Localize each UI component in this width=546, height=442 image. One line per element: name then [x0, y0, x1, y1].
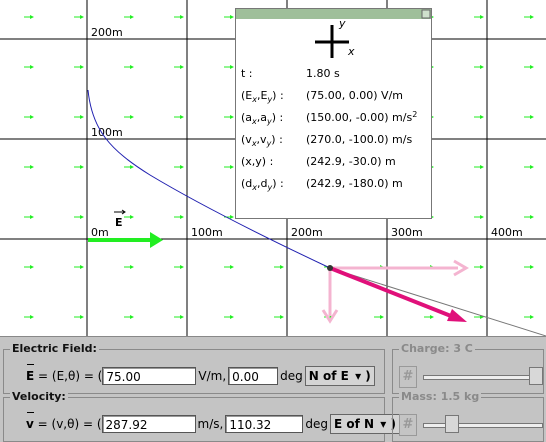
label-part: x — [251, 95, 257, 104]
info-value: 1.80 s — [306, 67, 340, 80]
label-part: y — [266, 117, 272, 126]
grid-label: 300m — [391, 226, 423, 239]
info-value: (242.9, -180.0) m — [306, 177, 403, 190]
close-button[interactable] — [421, 9, 431, 19]
label-part: (E — [241, 89, 252, 102]
unit: m/s, — [197, 417, 224, 431]
label-part: (a — [241, 111, 252, 124]
edit-button[interactable]: # — [399, 414, 417, 436]
symbol: v — [26, 412, 34, 431]
group-title: Charge: 3 C — [399, 342, 475, 355]
symbol: E — [26, 364, 35, 383]
slider-thumb[interactable] — [529, 367, 543, 385]
info-label: (x,y) : — [241, 155, 273, 168]
angle-input[interactable]: 110.32 — [225, 415, 304, 433]
reference-dropdown[interactable]: E of N ▾ ) — [329, 414, 400, 434]
label-part: ,v — [257, 133, 267, 146]
slider-track — [423, 423, 543, 428]
label-part: ) : — [271, 133, 283, 146]
dropdown-value: N of E — [308, 369, 349, 383]
slider-thumb[interactable] — [445, 415, 459, 433]
vector-bar-head — [121, 209, 126, 215]
velocity-y-head — [321, 309, 339, 324]
grid-label: 0m — [91, 226, 109, 239]
label-part: (x,y) : — [241, 155, 273, 168]
axis-label: x — [347, 45, 355, 58]
field-vector-head — [150, 232, 163, 248]
grid-label: 400m — [491, 226, 523, 239]
unit: V/m, — [198, 369, 227, 383]
unit: deg — [280, 369, 303, 383]
group-title: Velocity: — [10, 390, 68, 403]
plot-area: 200m 100m 0m 100m 200m 300m 400m E y x t… — [0, 0, 546, 336]
label-part: ,d — [257, 177, 267, 190]
angle-input[interactable]: 0.00 — [228, 367, 279, 385]
slider-track — [423, 375, 543, 380]
info-value: (270.0, -100.0) m/s — [306, 133, 412, 146]
info-value: (242.9, -30.0) m — [306, 155, 396, 168]
label-part: ) : — [272, 89, 284, 102]
label-part: ,a — [257, 111, 267, 124]
charge-group: Charge: 3 C # — [392, 342, 544, 394]
unit: deg — [305, 417, 328, 431]
group-title: Mass: 1.5 kg — [399, 390, 482, 403]
grid-label: 200m — [291, 226, 323, 239]
grid-label: 100m — [91, 126, 123, 139]
info-value: (150.00, -0.00) m/s2 — [306, 110, 417, 124]
magnitude-input[interactable]: 75.00 — [102, 367, 197, 385]
reference-dropdown[interactable]: N of E ▾ ) — [304, 366, 375, 386]
info-label: (ax,ay) : — [241, 111, 283, 126]
info-label: (Ex,Ey) : — [241, 89, 284, 104]
velocity-head — [447, 309, 467, 322]
grid-label: 200m — [91, 26, 123, 39]
field-label: E — [115, 216, 123, 229]
info-window: y x t :1.80 s(Ex,Ey) : (75.00, 0.00) V/m(… — [235, 8, 432, 219]
info-value: (75.00, 0.00) V/m — [306, 89, 403, 102]
label-part: ) : — [272, 177, 284, 190]
trajectory — [87, 89, 331, 269]
velocity-x-head — [453, 259, 469, 277]
group-title: Electric Field: — [10, 342, 99, 355]
label-part: x — [251, 139, 257, 148]
label-part: x — [251, 117, 257, 126]
info-label: (vx,vy) : — [241, 133, 283, 148]
field-group: Electric Field: E = (E,θ) = ( 75.00 V/m,… — [3, 342, 385, 394]
edit-button[interactable]: # — [399, 366, 417, 388]
info-label: (dx,dy) : — [241, 177, 284, 192]
control-panel: Electric Field: E = (E,θ) = ( 75.00 V/m,… — [0, 336, 546, 442]
label-part: ,E — [257, 89, 267, 102]
velocity-group: Velocity: v = (v,θ) = ( 287.92 m/s, 110.… — [3, 390, 400, 442]
info-label: t : — [241, 67, 253, 80]
equation: = (E,θ) = ( — [38, 369, 103, 383]
label-part: ) : — [272, 111, 284, 124]
particle[interactable] — [327, 265, 333, 271]
velocity — [329, 266, 457, 320]
mass-group: Mass: 1.5 kg # — [392, 390, 544, 442]
projected-path — [329, 267, 546, 336]
label-part: (d — [241, 177, 252, 190]
label-part: y — [266, 95, 272, 104]
dropdown-value: E of N — [333, 417, 375, 431]
magnitude-input[interactable]: 287.92 — [101, 415, 196, 433]
axis-label: y — [338, 17, 346, 30]
superscript: 2 — [412, 110, 417, 119]
equation: = (v,θ) = ( — [37, 417, 102, 431]
label-part: y — [267, 183, 273, 192]
grid-label: 100m — [191, 226, 223, 239]
label-part: y — [266, 139, 272, 148]
label-part: (v — [241, 133, 252, 146]
label-part: t : — [241, 67, 253, 80]
label-part: x — [251, 183, 257, 192]
